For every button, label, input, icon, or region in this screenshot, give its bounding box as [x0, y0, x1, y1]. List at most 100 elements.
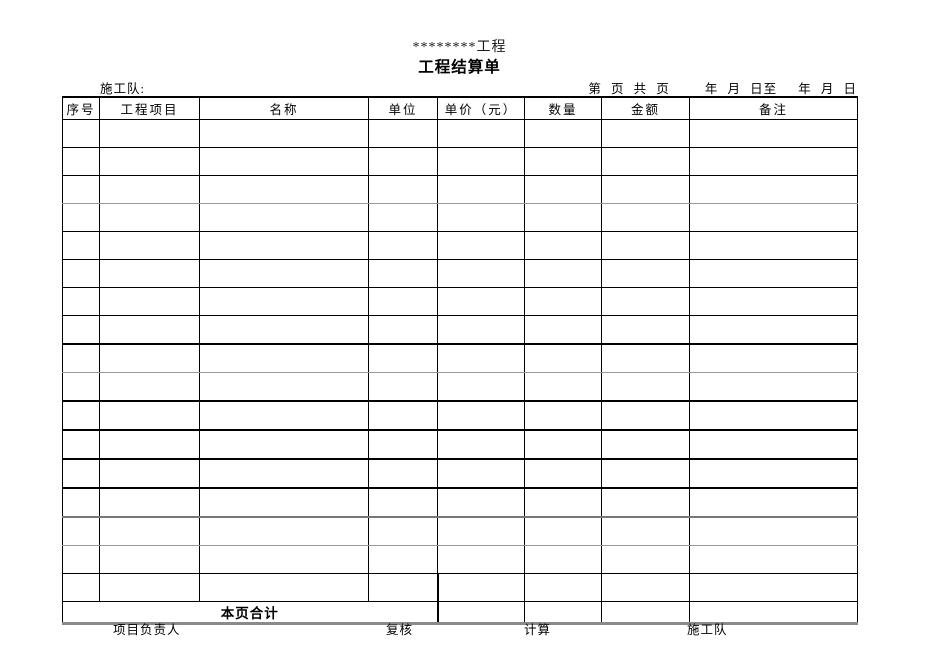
table-cell[interactable] [62, 487, 100, 518]
table-cell[interactable] [524, 487, 602, 518]
table-cell[interactable] [199, 573, 369, 602]
table-cell[interactable] [199, 287, 369, 316]
table-cell[interactable] [524, 231, 602, 260]
table-cell[interactable] [99, 487, 200, 518]
table-cell[interactable] [99, 429, 200, 460]
table-cell[interactable] [99, 372, 200, 402]
table-cell[interactable] [524, 516, 602, 546]
table-cell[interactable] [368, 175, 438, 204]
table-cell[interactable] [199, 458, 369, 489]
table-cell[interactable] [62, 119, 100, 148]
table-cell[interactable] [368, 458, 438, 489]
table-cell[interactable] [437, 516, 525, 546]
table-cell[interactable] [437, 458, 525, 489]
table-cell[interactable] [524, 259, 602, 288]
table-cell[interactable] [99, 147, 200, 176]
table-cell[interactable] [199, 343, 369, 373]
table-cell[interactable] [62, 175, 100, 204]
table-cell[interactable] [689, 259, 858, 288]
table-cell[interactable] [437, 259, 525, 288]
table-cell[interactable] [368, 287, 438, 316]
table-cell[interactable] [199, 259, 369, 288]
table-cell[interactable] [524, 175, 602, 204]
table-cell[interactable] [601, 372, 690, 402]
table-cell[interactable] [524, 119, 602, 148]
table-cell[interactable] [437, 175, 525, 204]
table-cell[interactable] [62, 458, 100, 489]
table-cell[interactable] [99, 119, 200, 148]
table-cell[interactable] [437, 545, 525, 574]
table-cell[interactable] [62, 400, 100, 431]
table-cell[interactable] [99, 458, 200, 489]
table-cell[interactable] [99, 545, 200, 574]
table-cell[interactable] [437, 487, 525, 518]
table-cell[interactable] [689, 400, 858, 431]
table-cell[interactable] [689, 372, 858, 402]
table-cell[interactable] [62, 573, 100, 602]
table-cell[interactable] [689, 343, 858, 373]
table-cell[interactable] [689, 147, 858, 176]
table-cell[interactable] [601, 516, 690, 546]
table-cell[interactable] [524, 343, 602, 373]
table-cell[interactable] [437, 343, 525, 373]
table-cell[interactable] [601, 343, 690, 373]
table-cell[interactable] [437, 287, 525, 316]
table-cell[interactable] [99, 175, 200, 204]
table-cell[interactable] [601, 429, 690, 460]
table-cell[interactable] [524, 573, 602, 602]
table-cell[interactable] [689, 545, 858, 574]
table-cell[interactable] [601, 287, 690, 316]
table-cell[interactable] [524, 458, 602, 489]
table-cell[interactable] [199, 231, 369, 260]
table-cell[interactable] [99, 231, 200, 260]
table-cell[interactable] [368, 343, 438, 373]
table-cell[interactable] [601, 119, 690, 148]
table-cell[interactable] [437, 119, 525, 148]
table-cell[interactable] [601, 400, 690, 431]
table-cell[interactable] [601, 147, 690, 176]
table-cell[interactable] [437, 429, 525, 460]
table-cell[interactable] [62, 203, 100, 232]
table-cell[interactable] [601, 175, 690, 204]
table-cell[interactable] [437, 231, 525, 260]
table-cell[interactable] [524, 372, 602, 402]
table-cell[interactable] [601, 487, 690, 518]
table-cell[interactable] [601, 458, 690, 489]
table-cell[interactable] [689, 119, 858, 148]
table-cell[interactable] [368, 147, 438, 176]
table-cell[interactable] [601, 315, 690, 345]
table-cell[interactable] [368, 400, 438, 431]
table-cell[interactable] [437, 315, 525, 345]
table-cell[interactable] [199, 516, 369, 546]
table-cell[interactable] [368, 429, 438, 460]
table-cell[interactable] [368, 372, 438, 402]
table-cell[interactable] [199, 147, 369, 176]
table-cell[interactable] [199, 487, 369, 518]
table-cell[interactable] [601, 573, 690, 602]
table-cell[interactable] [689, 516, 858, 546]
table-cell[interactable] [62, 545, 100, 574]
table-cell[interactable] [199, 315, 369, 345]
table-cell[interactable] [368, 259, 438, 288]
table-cell[interactable] [689, 287, 858, 316]
table-cell[interactable] [199, 175, 369, 204]
table-cell[interactable] [601, 259, 690, 288]
table-cell[interactable] [99, 516, 200, 546]
table-cell[interactable] [62, 372, 100, 402]
table-cell[interactable] [368, 487, 438, 518]
table-cell[interactable] [368, 203, 438, 232]
table-cell[interactable] [437, 372, 525, 402]
table-cell[interactable] [689, 203, 858, 232]
table-cell[interactable] [62, 315, 100, 345]
table-cell[interactable] [689, 175, 858, 204]
table-cell[interactable] [601, 545, 690, 574]
table-cell[interactable] [524, 203, 602, 232]
table-cell[interactable] [368, 573, 438, 602]
table-cell[interactable] [62, 147, 100, 176]
table-cell[interactable] [62, 231, 100, 260]
table-cell[interactable] [689, 573, 858, 602]
table-cell[interactable] [62, 516, 100, 546]
table-cell[interactable] [601, 203, 690, 232]
table-cell[interactable] [62, 287, 100, 316]
table-cell[interactable] [62, 343, 100, 373]
